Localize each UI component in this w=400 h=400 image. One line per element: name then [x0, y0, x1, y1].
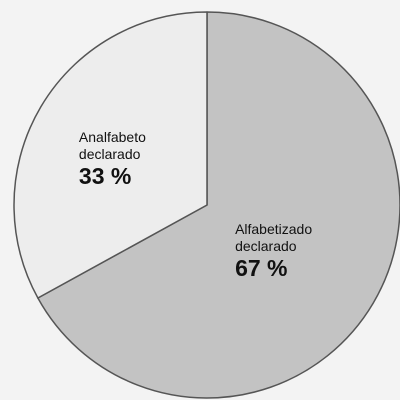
slice-label: Alfabetizado declarado 67 % — [235, 221, 335, 281]
category-label: Analfabeto declarado — [78, 128, 146, 162]
value-label: 67 % — [235, 255, 288, 282]
pie-slice — [13, 11, 208, 299]
category-label: Alfabetizado declarado — [235, 221, 313, 255]
pie-slice — [37, 11, 400, 399]
value-label: 33 % — [78, 162, 132, 189]
slice-label: Analfabeto declarado 33 % — [79, 129, 179, 189]
